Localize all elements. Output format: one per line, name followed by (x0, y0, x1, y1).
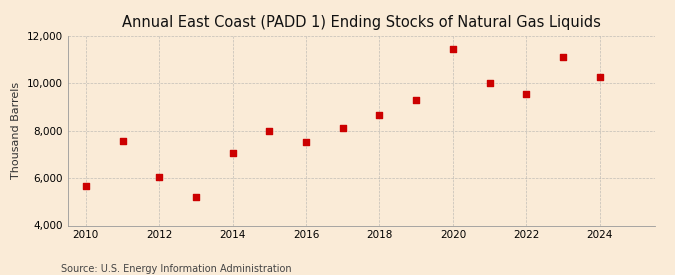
Point (300, 140, 311, 145)
Point (411, 98, 422, 102)
Point (80, 184, 91, 189)
Point (264, 128, 275, 133)
Y-axis label: Thousand Barrels: Thousand Barrels (11, 82, 21, 179)
Point (154, 175, 165, 179)
Point (117, 139, 128, 144)
Point (484, 81, 495, 85)
Title: Annual East Coast (PADD 1) Ending Stocks of Natural Gas Liquids: Annual East Coast (PADD 1) Ending Stocks… (122, 15, 601, 31)
Point (227, 151, 238, 155)
Point (558, 55, 568, 59)
Text: Source: U.S. Energy Information Administration: Source: U.S. Energy Information Administ… (61, 264, 292, 274)
Point (338, 126, 348, 130)
Point (374, 113, 385, 117)
Point (594, 75, 605, 79)
Point (190, 195, 201, 199)
Point (448, 46, 458, 51)
Point (521, 92, 532, 96)
